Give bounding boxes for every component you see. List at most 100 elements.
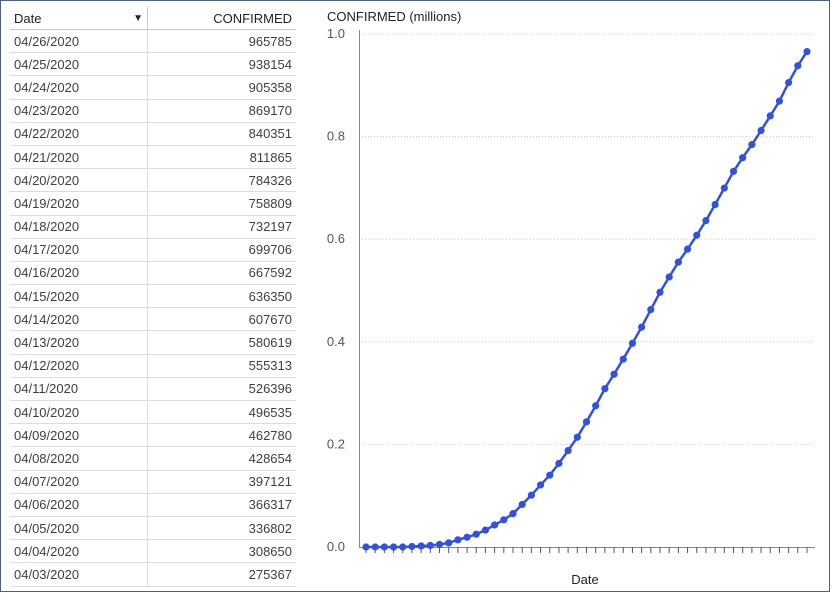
- data-point[interactable]: [454, 536, 462, 544]
- grid-lines: [359, 33, 815, 445]
- data-point[interactable]: [638, 323, 646, 331]
- data-point[interactable]: [491, 521, 499, 529]
- table-row[interactable]: 04/08/2020 428654: [10, 447, 296, 471]
- table-row[interactable]: 04/07/2020 397121: [10, 470, 296, 494]
- confirmed-cell: 308650: [248, 543, 292, 559]
- table-row[interactable]: 04/04/2020 308650: [10, 540, 296, 564]
- table-row[interactable]: 04/05/2020 336802: [10, 516, 296, 541]
- data-point[interactable]: [408, 542, 416, 551]
- data-point[interactable]: [371, 543, 379, 551]
- table-row[interactable]: 04/12/2020 555313: [10, 354, 296, 378]
- data-point[interactable]: [720, 184, 728, 192]
- data-point[interactable]: [729, 167, 738, 175]
- data-point[interactable]: [555, 459, 563, 467]
- data-point[interactable]: [757, 126, 765, 135]
- confirmed-column-header[interactable]: CONFIRMED: [213, 10, 292, 26]
- data-point[interactable]: [582, 418, 591, 426]
- data-point[interactable]: [794, 62, 802, 70]
- data-point[interactable]: [592, 402, 600, 410]
- data-point[interactable]: [775, 97, 784, 105]
- table-row[interactable]: 04/09/2020 462780: [10, 424, 296, 448]
- table-row[interactable]: 04/03/2020 275367: [10, 563, 296, 587]
- data-point[interactable]: [389, 543, 398, 551]
- date-cell: 04/25/2020: [10, 53, 148, 76]
- data-point[interactable]: [445, 539, 453, 547]
- data-point[interactable]: [435, 540, 444, 549]
- data-point[interactable]: [399, 543, 407, 551]
- table-row[interactable]: 04/21/2020 811865: [10, 145, 296, 170]
- table-row[interactable]: 04/18/2020 732197: [10, 215, 296, 239]
- series-line: [362, 47, 811, 551]
- table-row[interactable]: 04/10/2020 496535: [10, 401, 296, 425]
- date-cell: 04/22/2020: [10, 122, 148, 145]
- data-point[interactable]: [509, 510, 517, 518]
- confirmed-cell: 811865: [249, 149, 292, 165]
- data-point[interactable]: [647, 305, 655, 314]
- data-point[interactable]: [380, 543, 388, 551]
- confirmed-cell: 840351: [248, 126, 292, 142]
- date-column-header[interactable]: Date ▼: [10, 7, 148, 29]
- table-row[interactable]: 04/16/2020 667592: [10, 261, 296, 286]
- table-row[interactable]: 04/19/2020 758809: [10, 192, 296, 216]
- data-point[interactable]: [693, 231, 701, 239]
- table-row[interactable]: 04/25/2020 938154: [10, 53, 296, 77]
- data-point[interactable]: [656, 288, 664, 296]
- date-cell: 04/08/2020: [10, 447, 148, 470]
- table-row[interactable]: 04/06/2020 366317: [10, 493, 296, 517]
- date-cell: 04/26/2020: [10, 30, 148, 53]
- date-cell: 04/07/2020: [10, 470, 148, 493]
- data-point[interactable]: [702, 216, 710, 225]
- confirmed-cell: 938154: [248, 56, 292, 72]
- data-point[interactable]: [546, 471, 554, 479]
- date-cell: 04/12/2020: [10, 354, 148, 377]
- y-axis-ticks: 0.0 0.2 0.4 0.6 0.8 1.0: [327, 26, 345, 554]
- data-point[interactable]: [500, 516, 508, 524]
- data-point[interactable]: [536, 481, 545, 489]
- data-point[interactable]: [766, 112, 774, 120]
- data-point[interactable]: [527, 491, 535, 499]
- date-cell: 04/13/2020: [10, 331, 148, 354]
- data-point[interactable]: [803, 47, 811, 56]
- data-point[interactable]: [481, 526, 490, 534]
- data-point[interactable]: [472, 530, 480, 538]
- table-row[interactable]: 04/11/2020 526396: [10, 377, 296, 401]
- data-point[interactable]: [628, 339, 637, 347]
- data-point[interactable]: [362, 543, 370, 551]
- date-cell: 04/04/2020: [10, 540, 148, 563]
- table-row[interactable]: 04/26/2020 965785: [10, 30, 296, 54]
- data-point[interactable]: [785, 78, 793, 87]
- table-row[interactable]: 04/22/2020 840351: [10, 122, 296, 146]
- confirmed-cell: 869170: [248, 103, 292, 119]
- data-point[interactable]: [739, 154, 747, 162]
- table-row[interactable]: 04/20/2020 784326: [10, 169, 296, 193]
- data-point[interactable]: [674, 258, 682, 266]
- data-point[interactable]: [518, 500, 526, 509]
- data-point[interactable]: [610, 370, 618, 378]
- table-body: 04/26/2020 965785 04/25/2020 938154 04/24/20…: [10, 30, 296, 587]
- confirmed-cell: 784326: [248, 172, 292, 188]
- data-point[interactable]: [748, 141, 756, 149]
- data-point[interactable]: [665, 273, 673, 281]
- date-cell: 04/03/2020: [10, 563, 148, 586]
- data-point[interactable]: [426, 541, 434, 550]
- data-point[interactable]: [711, 200, 719, 209]
- data-point[interactable]: [564, 446, 572, 455]
- data-point[interactable]: [619, 355, 627, 363]
- date-cell: 04/15/2020: [10, 285, 148, 308]
- sort-down-icon[interactable]: ▼: [133, 12, 143, 24]
- table-header: Date ▼ CONFIRMED: [10, 7, 296, 30]
- table-row[interactable]: 04/13/2020 580619: [10, 331, 296, 355]
- data-point[interactable]: [601, 385, 609, 393]
- table-row[interactable]: 04/23/2020 869170: [10, 99, 296, 123]
- date-cell: 04/20/2020: [10, 169, 148, 192]
- table-row[interactable]: 04/24/2020 905358: [10, 76, 296, 100]
- table-row[interactable]: 04/14/2020 607670: [10, 308, 296, 332]
- data-point[interactable]: [683, 245, 692, 253]
- table-row[interactable]: 04/15/2020 636350: [10, 285, 296, 309]
- date-cell: 04/16/2020: [10, 261, 148, 285]
- data-point[interactable]: [573, 433, 581, 441]
- data-point[interactable]: [463, 533, 471, 541]
- table-row[interactable]: 04/17/2020 699706: [10, 238, 296, 262]
- data-point[interactable]: [417, 542, 425, 550]
